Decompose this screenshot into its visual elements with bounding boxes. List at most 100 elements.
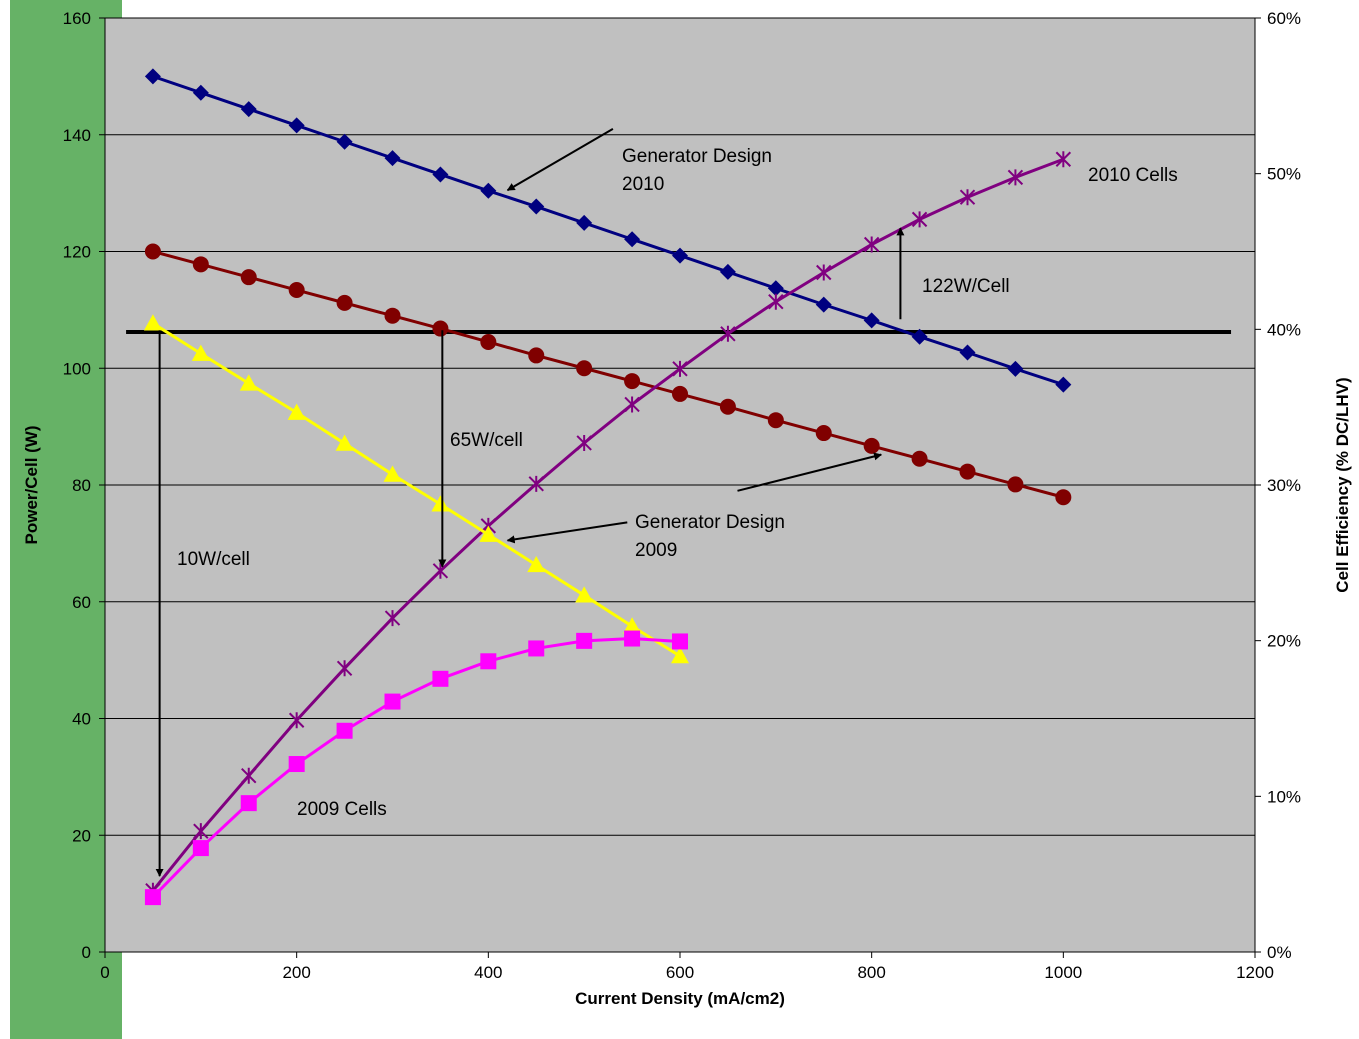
series-line-yellow <box>152 322 681 658</box>
data-point-gen2009 <box>767 412 784 429</box>
y-tick-label: 160 <box>63 9 91 28</box>
data-point-cells2009 <box>576 632 593 649</box>
data-point-gen2010 <box>672 247 688 264</box>
arrow-cells2009 <box>737 452 883 492</box>
series-yellow <box>143 314 689 664</box>
data-point-gen2010 <box>528 198 545 215</box>
x-axis-title: Current Density (mA/cm2) <box>575 989 785 1008</box>
data-point-gen2009 <box>672 385 688 402</box>
y-tick-label: 60 <box>72 593 91 612</box>
data-point-gen2010 <box>1007 360 1024 377</box>
x-tick-label: 1000 <box>1044 963 1082 982</box>
data-point-gen2009 <box>959 463 976 480</box>
data-point-cells2010 <box>911 211 928 228</box>
data-point-cells2009 <box>480 653 497 670</box>
data-point-cells2010 <box>624 396 640 413</box>
y2-axis-title: Cell Efficiency (% DC/LHV) <box>1333 377 1352 592</box>
data-point-gen2009 <box>288 282 305 299</box>
data-point-cells2009 <box>336 722 353 739</box>
y2-tick-label: 10% <box>1267 787 1301 806</box>
gen2010-label-line2: 2010 <box>622 174 664 195</box>
data-point-gen2010 <box>959 344 976 361</box>
data-point-cells2009 <box>288 756 305 773</box>
x-tick-label: 0 <box>100 963 109 982</box>
series-cells2010 <box>145 151 1072 899</box>
y2-tick-label: 20% <box>1267 632 1301 651</box>
data-point-gen2009 <box>815 425 832 442</box>
series-line-gen2009 <box>152 250 1064 499</box>
data-point-cells2009 <box>672 633 688 650</box>
data-point-cells2010 <box>384 610 401 627</box>
data-point-cells2010 <box>672 360 688 377</box>
cells2009-label: 2009 Cells <box>297 799 387 820</box>
data-point-gen2010 <box>384 150 401 167</box>
y-tick-label: 0 <box>82 943 91 962</box>
y2-tick-label: 0% <box>1267 943 1292 962</box>
series-gen2010 <box>144 68 1072 393</box>
x-tick-label: 200 <box>282 963 310 982</box>
data-point-gen2009 <box>576 360 593 377</box>
data-point-gen2010 <box>911 328 928 345</box>
arrow-10-label: 10W/cell <box>177 549 250 570</box>
side-decoration <box>10 0 122 1039</box>
y2-tick-label: 30% <box>1267 476 1301 495</box>
series-cells2009 <box>144 630 688 906</box>
y-tick-label: 20 <box>72 826 91 845</box>
data-point-cells2010 <box>768 293 784 310</box>
data-point-gen2009 <box>480 333 497 350</box>
data-point-gen2010 <box>192 84 209 101</box>
data-point-gen2010 <box>240 101 257 118</box>
y-tick-label: 40 <box>72 710 91 729</box>
data-point-gen2010 <box>719 263 736 280</box>
data-point-gen2010 <box>815 296 832 313</box>
x-tick-label: 800 <box>857 963 885 982</box>
arrow-65-label: 65W/cell <box>450 430 523 451</box>
data-point-cells2010 <box>863 236 880 253</box>
y-tick-label: 100 <box>63 359 91 378</box>
gen2009-label-line1: Generator Design <box>635 512 785 533</box>
x-tick-label: 400 <box>474 963 502 982</box>
y-tick-label: 140 <box>63 126 91 145</box>
data-point-yellow <box>479 525 498 542</box>
annotations: Generator Design 2010 Generator Design 2… <box>177 146 1178 820</box>
cells2010-label: 2010 Cells <box>1088 165 1178 186</box>
series-gen2009 <box>144 243 1072 506</box>
data-point-gen2009 <box>1007 476 1024 493</box>
data-point-gen2009 <box>863 437 880 454</box>
data-point-cells2009 <box>240 795 257 812</box>
data-point-gen2009 <box>144 243 161 260</box>
series-line-gen2010 <box>152 74 1064 387</box>
y2-tick-label: 50% <box>1267 165 1301 184</box>
data-point-gen2009 <box>336 294 353 311</box>
data-point-yellow <box>527 555 546 573</box>
annotation-arrows <box>155 128 905 877</box>
y-tick-label: 120 <box>63 243 91 262</box>
data-point-cells2010 <box>959 189 976 206</box>
data-point-cells2010 <box>336 660 353 677</box>
y2-tick-label: 60% <box>1267 9 1301 28</box>
arrow-gen2009 <box>506 521 628 544</box>
data-point-gen2010 <box>432 166 449 183</box>
data-point-cells2010 <box>528 475 544 492</box>
data-point-cells2010 <box>1055 151 1072 168</box>
data-point-gen2010 <box>576 214 593 231</box>
data-point-cells2010 <box>193 823 209 840</box>
gen2010-label-line1: Generator Design <box>622 146 772 167</box>
arrow-122-label: 122W/Cell <box>922 276 1010 297</box>
data-point-yellow <box>335 434 354 451</box>
data-point-gen2009 <box>528 347 545 364</box>
data-point-yellow <box>143 314 162 331</box>
data-point-yellow <box>239 374 258 391</box>
series-line-cells2010 <box>151 157 1064 892</box>
data-point-cells2009 <box>144 889 161 906</box>
data-point-gen2010 <box>336 133 353 150</box>
y-axis-title: Power/Cell (W) <box>22 425 41 544</box>
data-point-gen2010 <box>480 182 497 199</box>
x-tick-label: 1200 <box>1236 963 1274 982</box>
data-point-gen2010 <box>767 280 784 297</box>
axes: 0 20 40 60 80 100 120 140 160 0% 10% 20% 30% 40% 50% 60… <box>22 9 1352 1008</box>
data-point-gen2009 <box>192 256 209 273</box>
gen2009-label-line2: 2009 <box>635 540 677 561</box>
